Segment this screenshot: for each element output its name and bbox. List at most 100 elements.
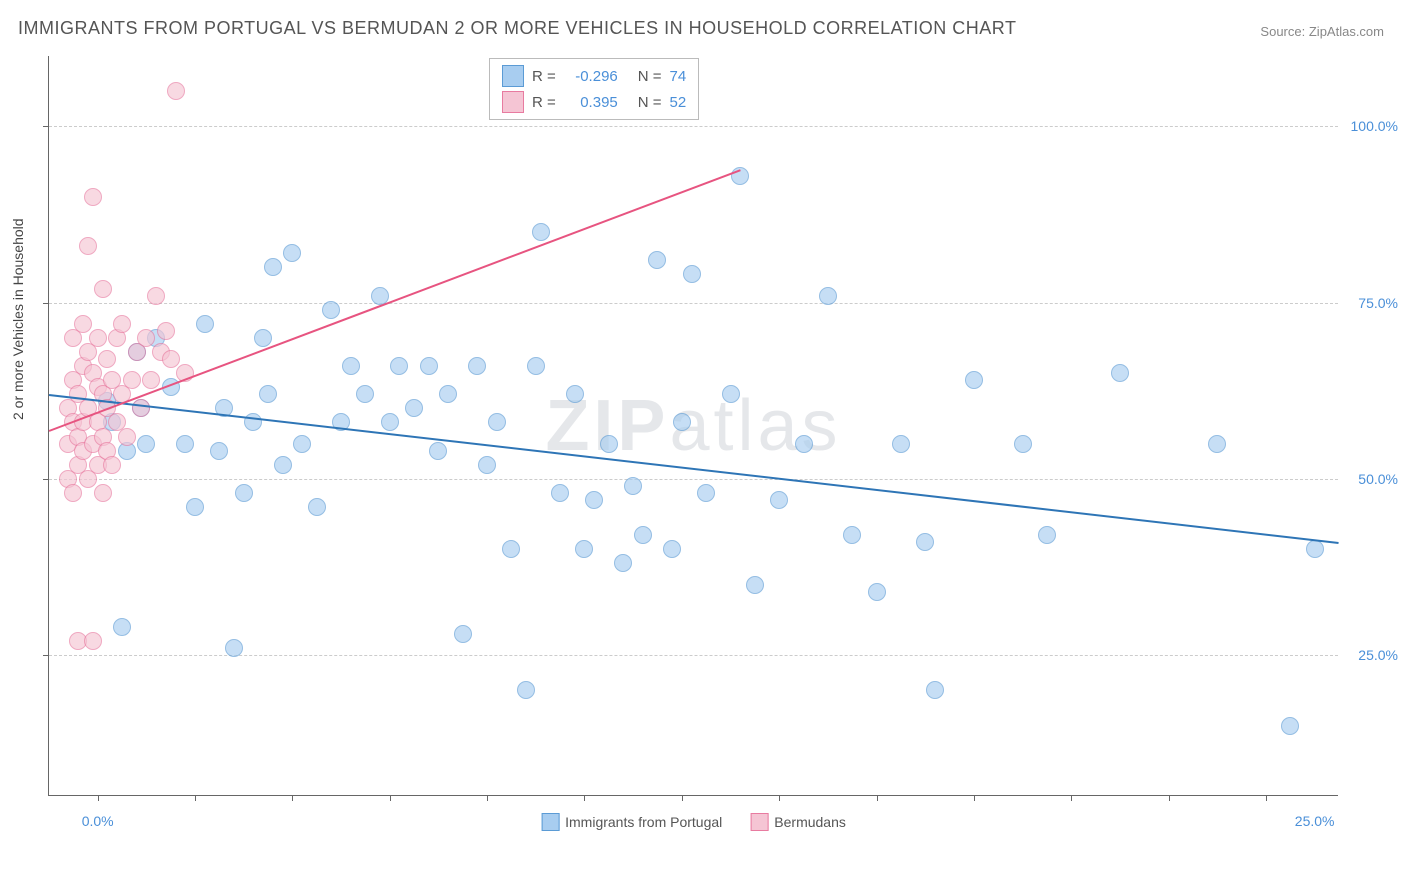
scatter-point	[454, 625, 472, 643]
source-link[interactable]: ZipAtlas.com	[1309, 24, 1384, 39]
scatter-point	[429, 442, 447, 460]
scatter-point	[254, 329, 272, 347]
scatter-point	[118, 428, 136, 446]
x-axis-tick	[779, 795, 780, 801]
legend-row: R = -0.296 N = 74	[502, 63, 686, 89]
legend-n-value: 74	[670, 68, 687, 85]
gridline-horizontal	[49, 303, 1338, 304]
x-axis-tick	[292, 795, 293, 801]
scatter-point	[478, 456, 496, 474]
scatter-point	[84, 188, 102, 206]
gridline-horizontal	[49, 655, 1338, 656]
scatter-point	[162, 350, 180, 368]
source-label: Source:	[1260, 24, 1305, 39]
gridline-horizontal	[49, 479, 1338, 480]
scatter-point	[405, 399, 423, 417]
legend-n-label: N =	[638, 94, 662, 111]
scatter-point	[1208, 435, 1226, 453]
scatter-point	[142, 371, 160, 389]
scatter-point	[381, 413, 399, 431]
scatter-point	[103, 456, 121, 474]
scatter-point	[892, 435, 910, 453]
scatter-point	[532, 223, 550, 241]
scatter-point	[235, 484, 253, 502]
scatter-point	[147, 287, 165, 305]
series-name: Immigrants from Portugal	[565, 814, 722, 830]
x-axis-tick	[487, 795, 488, 801]
scatter-point	[795, 435, 813, 453]
scatter-point	[1281, 717, 1299, 735]
y-axis-tick-label: 25.0%	[1358, 647, 1398, 663]
y-axis-tick-label: 100.0%	[1351, 118, 1398, 134]
scatter-point	[1014, 435, 1032, 453]
scatter-point	[683, 265, 701, 283]
legend-swatch	[502, 65, 524, 87]
scatter-point	[64, 484, 82, 502]
y-axis-label: 2 or more Vehicles in Household	[10, 218, 26, 420]
x-axis-tick	[98, 795, 99, 801]
scatter-point	[225, 639, 243, 657]
scatter-point	[926, 681, 944, 699]
scatter-point	[157, 322, 175, 340]
scatter-point	[89, 329, 107, 347]
x-axis-tick	[974, 795, 975, 801]
x-axis-tick	[682, 795, 683, 801]
series-legend: Immigrants from Portugal Bermudans	[541, 813, 846, 831]
scatter-point	[264, 258, 282, 276]
scatter-point	[468, 357, 486, 375]
scatter-point	[746, 576, 764, 594]
y-axis-tick-label: 75.0%	[1358, 295, 1398, 311]
scatter-point	[819, 287, 837, 305]
scatter-point	[663, 540, 681, 558]
x-axis-tick-label: 0.0%	[82, 813, 114, 829]
scatter-point	[770, 491, 788, 509]
scatter-point	[722, 385, 740, 403]
scatter-point	[342, 357, 360, 375]
legend-r-value: -0.296	[564, 68, 618, 85]
trend-line	[49, 394, 1339, 544]
x-axis-tick	[877, 795, 878, 801]
scatter-point	[566, 385, 584, 403]
legend-r-label: R =	[532, 94, 556, 111]
scatter-point	[551, 484, 569, 502]
scatter-point	[1038, 526, 1056, 544]
x-axis-tick	[390, 795, 391, 801]
legend-row: R =0.395N =52	[502, 89, 686, 115]
x-axis-tick	[584, 795, 585, 801]
scatter-point	[1111, 364, 1129, 382]
scatter-point	[634, 526, 652, 544]
scatter-point	[356, 385, 374, 403]
scatter-point	[113, 315, 131, 333]
scatter-point	[648, 251, 666, 269]
legend-r-label: R =	[532, 68, 556, 85]
scatter-point	[624, 477, 642, 495]
scatter-point	[74, 315, 92, 333]
scatter-point	[293, 435, 311, 453]
y-axis-tick	[43, 303, 49, 304]
scatter-point	[697, 484, 715, 502]
correlation-legend: R = -0.296 N = 74 R =0.395N =52	[489, 58, 699, 120]
scatter-point	[137, 435, 155, 453]
scatter-point	[965, 371, 983, 389]
scatter-point	[186, 498, 204, 516]
y-axis-tick	[43, 126, 49, 127]
y-axis-tick	[43, 655, 49, 656]
scatter-point	[600, 435, 618, 453]
x-axis-tick	[195, 795, 196, 801]
x-axis-tick	[1266, 795, 1267, 801]
series-name: Bermudans	[774, 814, 846, 830]
legend-n-label: N =	[638, 68, 662, 85]
scatter-point	[196, 315, 214, 333]
scatter-point	[94, 280, 112, 298]
scatter-point	[283, 244, 301, 262]
legend-swatch	[502, 91, 524, 113]
scatter-point	[916, 533, 934, 551]
source-credit: Source: ZipAtlas.com	[1260, 24, 1384, 39]
scatter-point	[390, 357, 408, 375]
scatter-point	[167, 82, 185, 100]
scatter-point	[98, 350, 116, 368]
watermark: ZIPatlas	[545, 385, 841, 467]
y-axis-tick	[43, 479, 49, 480]
scatter-point	[123, 371, 141, 389]
scatter-point	[488, 413, 506, 431]
